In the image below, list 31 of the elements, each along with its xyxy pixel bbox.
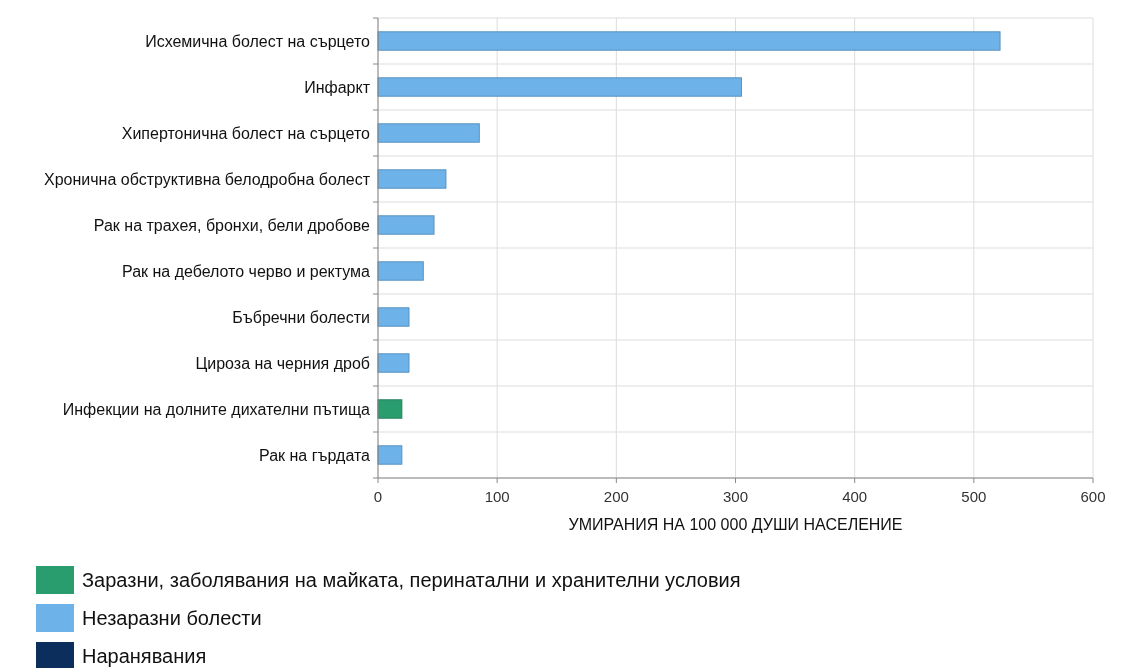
y-tick-label: Исхемична болест на сърцето (145, 32, 371, 50)
legend-label: Заразни, заболявания на майката, перинатални и хранителни условия (82, 569, 741, 591)
bar (377, 123, 480, 143)
y-tick-label: Инфекции на долните дихателни пътища (62, 400, 371, 418)
bar (377, 261, 424, 281)
x-tick-label: 200 (603, 488, 629, 505)
y-tick-label: Цироза на черния дроб (195, 354, 370, 372)
x-tick-label: 400 (842, 488, 868, 505)
x-tick-label: 100 (484, 488, 510, 505)
legend-label: Незаразни болести (82, 607, 262, 629)
x-axis-title: УМИРАНИЯ НА 100 000 ДУШИ НАСЕЛЕНИЕ (568, 516, 903, 533)
bar (377, 307, 410, 327)
bar (377, 215, 435, 235)
bar (377, 77, 742, 97)
bar (377, 353, 410, 373)
bar (377, 169, 447, 189)
x-tick-label: 500 (961, 488, 987, 505)
bar (377, 445, 403, 465)
y-tick-label: Рак на трахея, бронхи, бели дробове (93, 216, 371, 234)
bar (377, 399, 403, 419)
x-tick-label: 300 (722, 488, 749, 505)
bar (377, 31, 1001, 51)
y-tick-label: Рак на дебелото черво и ректума (121, 262, 371, 280)
y-tick-label: Бъбречни болести (232, 308, 370, 326)
x-tick-label: 0 (373, 488, 383, 505)
legend-label: Наранявания (82, 645, 207, 667)
y-tick-label: Хронична обструктивна белодробна болест (44, 170, 371, 188)
y-tick-label: Рак на гърдата (259, 446, 371, 464)
x-tick-label: 600 (1080, 488, 1106, 505)
y-tick-label: Инфаркт (304, 78, 371, 96)
y-tick-label: Хипертонична болест на сърцето (121, 124, 371, 142)
